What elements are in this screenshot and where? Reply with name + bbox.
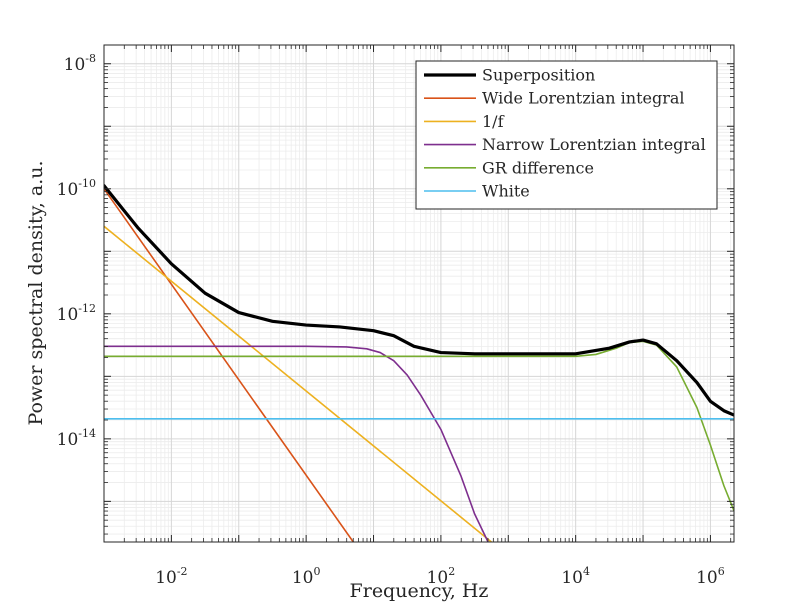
legend-label: Superposition (482, 66, 595, 85)
tick-labels: 10-2 100 102 104 106 10-8 10-10 10-12 10-14 (57, 52, 725, 588)
legend-label: White (482, 182, 530, 201)
plot-frame (103, 44, 735, 543)
legend-box (415, 60, 718, 210)
legend: Superposition Wide Lorentzian integral 1/f… (415, 60, 718, 210)
series-line-narrow-lorentzian-integral (104, 345, 489, 542)
series-line-superposition (104, 184, 734, 417)
ticks-layer (103, 45, 734, 542)
y-tick-label: 10-8 (64, 52, 96, 75)
y-tick-label: 10-10 (57, 177, 96, 200)
series-line-wide-lorentzian-integral (104, 187, 355, 542)
x-tick-label: 102 (427, 565, 456, 588)
y-tick-label: 10-14 (57, 427, 96, 450)
x-tick-label: 10-2 (155, 565, 187, 588)
x-tick-label: 106 (696, 565, 725, 588)
y-tick-label: 10-12 (57, 302, 96, 325)
x-axis-label: Frequency, Hz (350, 580, 489, 602)
x-tick-label: 104 (561, 565, 590, 588)
series-line-1-f (104, 225, 493, 542)
legend-label: Narrow Lorentzian integral (482, 135, 706, 154)
legend-label: 1/f (482, 112, 505, 131)
series-layer (104, 184, 734, 542)
legend-label: GR difference (482, 158, 594, 177)
x-tick-label: 100 (292, 565, 321, 588)
y-axis-label: Power spectral density, a.u. (25, 160, 47, 425)
legend-label: Wide Lorentzian integral (482, 89, 685, 108)
